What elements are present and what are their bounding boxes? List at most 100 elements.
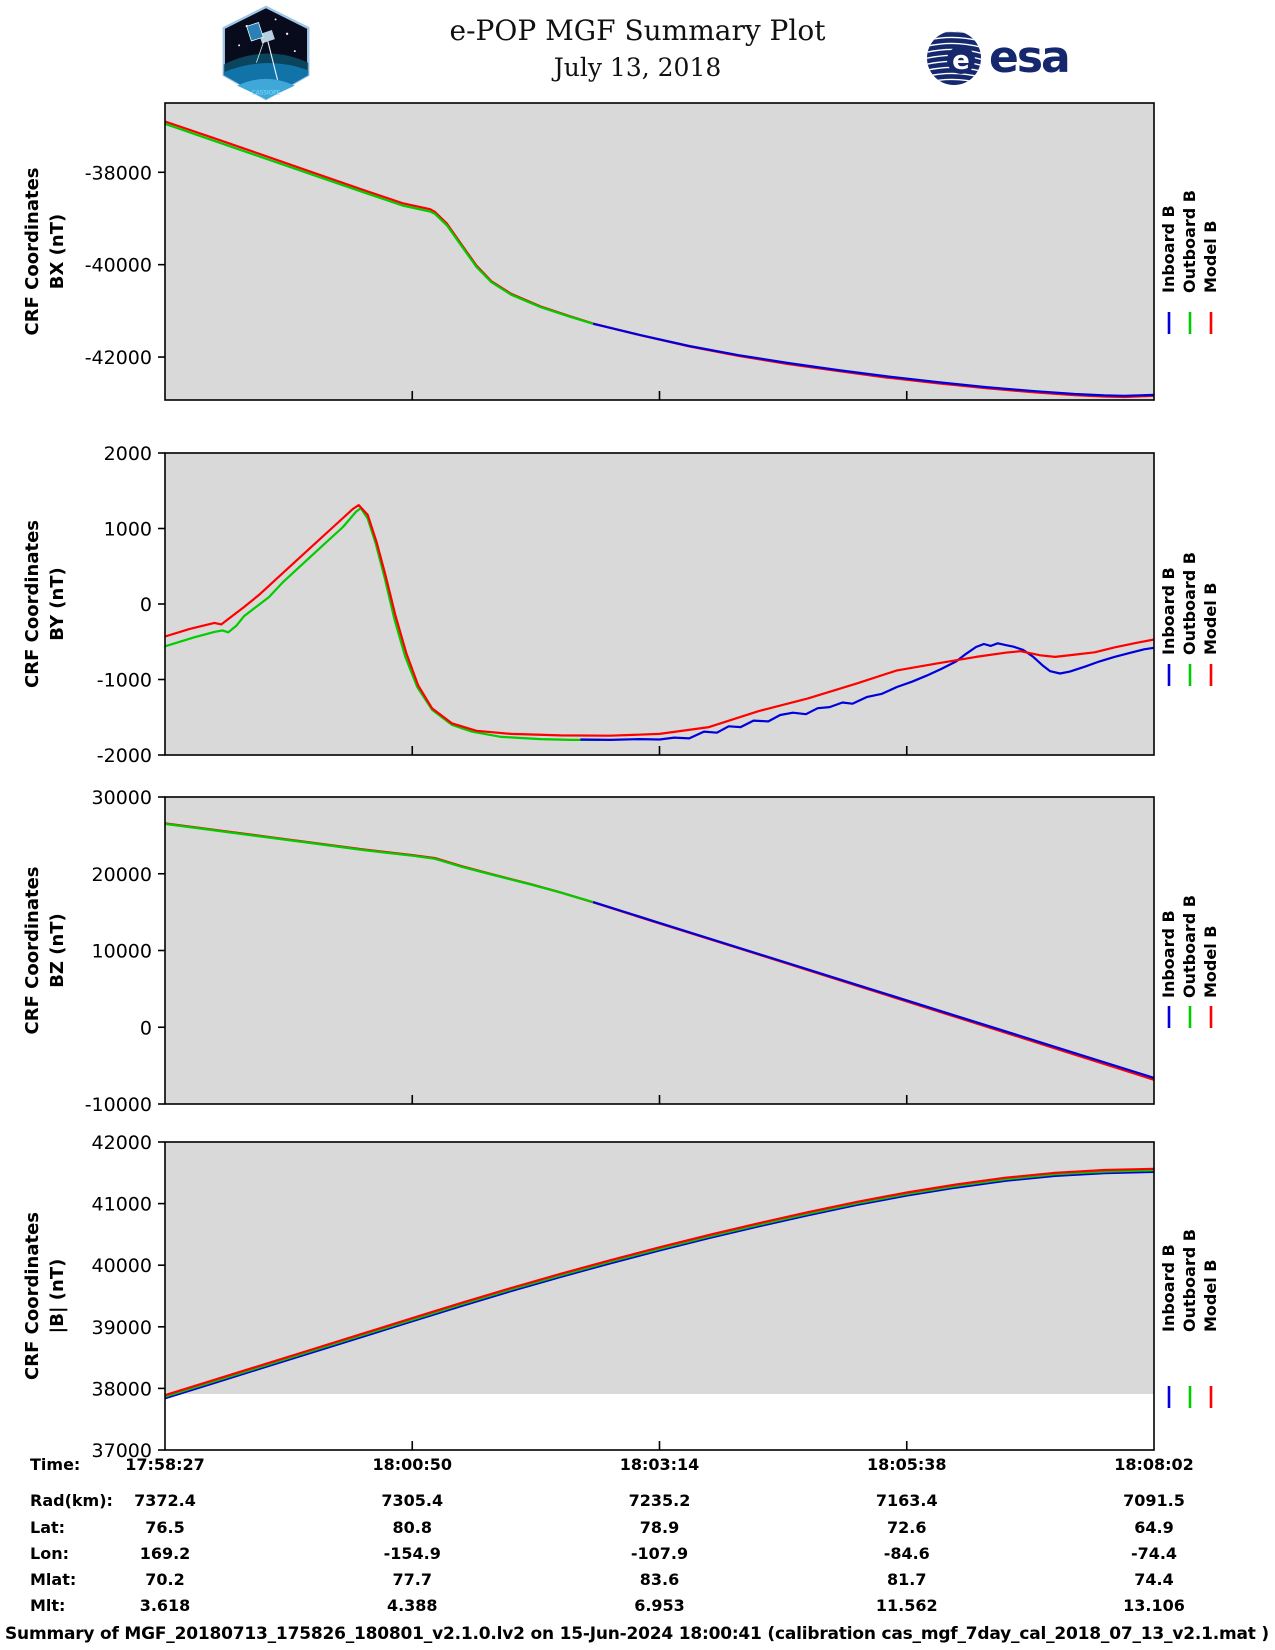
ephemeris-row-mlat: Mlat: 70.2 77.7 83.6 81.7 74.4 [0,1570,1275,1592]
y-tick-label: -2000 [97,745,152,767]
y-tick-label: 30000 [92,787,152,809]
y-tick-label: -38000 [85,162,152,184]
row-value: -84.6 [883,1544,930,1563]
row-label: Lon: [30,1544,69,1563]
row-value: 17:58:27 [125,1455,205,1474]
row-value: -74.4 [1130,1544,1178,1563]
summary-footer-text: Summary of MGF_20180713_175826_180801_v2… [5,1624,1269,1644]
title-block: e-POP MGF Summary Plot July 13, 2018 [0,14,1275,82]
row-value: 13.106 [1123,1596,1185,1615]
esa-wordmark: esa [989,32,1071,83]
y-tick-label: 39000 [92,1317,152,1339]
row-value: 7305.4 [381,1491,444,1510]
series-line-inboard-b [580,642,1155,742]
row-value: -154.9 [383,1544,441,1563]
axis-label-component: BY (nT) [47,567,68,641]
y-tick-label: 2000 [104,443,152,465]
y-tick-label: 41000 [92,1194,152,1216]
y-tick-label: 10000 [92,941,152,963]
y-tick-label: 1000 [104,519,152,541]
axis-label-coordinates: CRF Coordinates [22,168,43,336]
y-tick-label: -10000 [85,1094,152,1116]
legend-label-inboard-b: Inboard B [1159,567,1178,655]
row-value: 72.6 [887,1518,927,1537]
series-line-model-b [164,1167,1155,1397]
legend-label-outboard-b: Outboard B [1180,895,1199,998]
row-value: 80.8 [392,1518,432,1537]
legend-label-model-b: Model B [1201,221,1220,293]
row-label: Lat: [30,1518,66,1537]
y-tick-label: 0 [140,594,152,616]
y-tick-label: 40000 [92,1255,152,1277]
page-title: e-POP MGF Summary Plot [449,14,826,47]
esa-logo: e esa [925,28,1071,88]
row-value: 7235.2 [628,1491,691,1510]
row-value: 18:03:14 [619,1455,700,1474]
legend-label-inboard-b: Inboard B [1159,910,1178,998]
series-line-inboard-b [164,1170,1155,1400]
legend-label-model-b: Model B [1201,583,1220,655]
row-value: 77.7 [392,1570,432,1589]
series-line-model-b [164,504,1155,737]
row-label: Time: [30,1455,81,1474]
row-value: 74.4 [1134,1570,1174,1589]
ephemeris-row-lon: Lon: 169.2 -154.9 -107.9 -84.6 -74.4 [0,1544,1275,1566]
row-label: Mlt: [30,1596,66,1615]
axis-label-component: BX (nT) [47,214,68,289]
satellite-icon [246,22,279,81]
series-line-inboard-b [592,901,1155,1079]
legend-label-model-b: Model B [1201,926,1220,998]
row-value: -107.9 [630,1544,689,1563]
esa-emblem-icon: e [927,31,981,85]
row-value: 7163.4 [875,1491,938,1510]
y-tick-label: 42000 [92,1132,152,1154]
legend-label-inboard-b: Inboard B [1159,1244,1178,1332]
row-value: 70.2 [145,1570,185,1589]
legend-label-outboard-b: Outboard B [1180,1229,1199,1332]
axis-label-component: BZ (nT) [47,913,68,988]
panel-3-plot-background [165,797,1154,1104]
ephemeris-row-mlt: Mlt: 3.618 4.388 6.953 11.562 13.106 [0,1596,1275,1618]
row-value: 18:05:38 [866,1455,947,1474]
y-tick-label: -42000 [85,347,152,369]
series-line-outboard-b [164,1169,1155,1398]
axis-label-coordinates: CRF Coordinates [22,520,43,688]
series-line-outboard-b [164,122,594,325]
legend-label-model-b: Model B [1201,1260,1220,1332]
row-value: 11.562 [875,1596,938,1615]
axis-label-coordinates: CRF Coordinates [22,867,43,1035]
ephemeris-row-time: Time: 17:58:27 18:00:50 18:03:14 18:05:38 18:… [0,1455,1275,1477]
ephemeris-row-lat: Lat: 76.5 80.8 78.9 72.6 64.9 [0,1518,1275,1540]
row-value: 7091.5 [1123,1491,1185,1510]
row-value: 3.618 [139,1596,191,1615]
row-value: 83.6 [639,1570,680,1589]
y-tick-label: 20000 [92,864,152,886]
row-value: 81.7 [887,1570,927,1589]
cassiope-mission-patch-logo: CASSIOPE [218,5,314,105]
row-value: 78.9 [639,1518,680,1537]
svg-text:e: e [952,46,970,76]
row-value: 18:08:02 [1114,1455,1194,1474]
legend-label-outboard-b: Outboard B [1180,552,1199,655]
panel-2-plot-background [165,453,1154,755]
y-tick-label: 37000 [92,1440,152,1462]
patch-title-text: CASSIOPE [252,90,281,96]
row-value: 4.388 [386,1596,438,1615]
legend-label-inboard-b: Inboard B [1159,205,1178,293]
panel-1-plot-background [165,103,1154,400]
ephemeris-row-radkm: Rad(km): 7372.4 7305.4 7235.2 7163.4 7091.5 [0,1491,1275,1513]
row-value: 18:00:50 [372,1455,453,1474]
page-date: July 13, 2018 [553,53,722,82]
y-tick-label: -40000 [85,255,152,277]
legend-label-outboard-b: Outboard B [1180,190,1199,293]
row-value: 169.2 [139,1544,191,1563]
y-tick-label: 38000 [92,1378,152,1400]
row-value: 76.5 [145,1518,185,1537]
row-label: Rad(km): [30,1491,113,1510]
series-line-outboard-b [164,507,601,742]
series-line-inboard-b [592,322,1155,397]
y-tick-label: -1000 [97,670,152,692]
axis-label-coordinates: CRF Coordinates [22,1212,43,1380]
